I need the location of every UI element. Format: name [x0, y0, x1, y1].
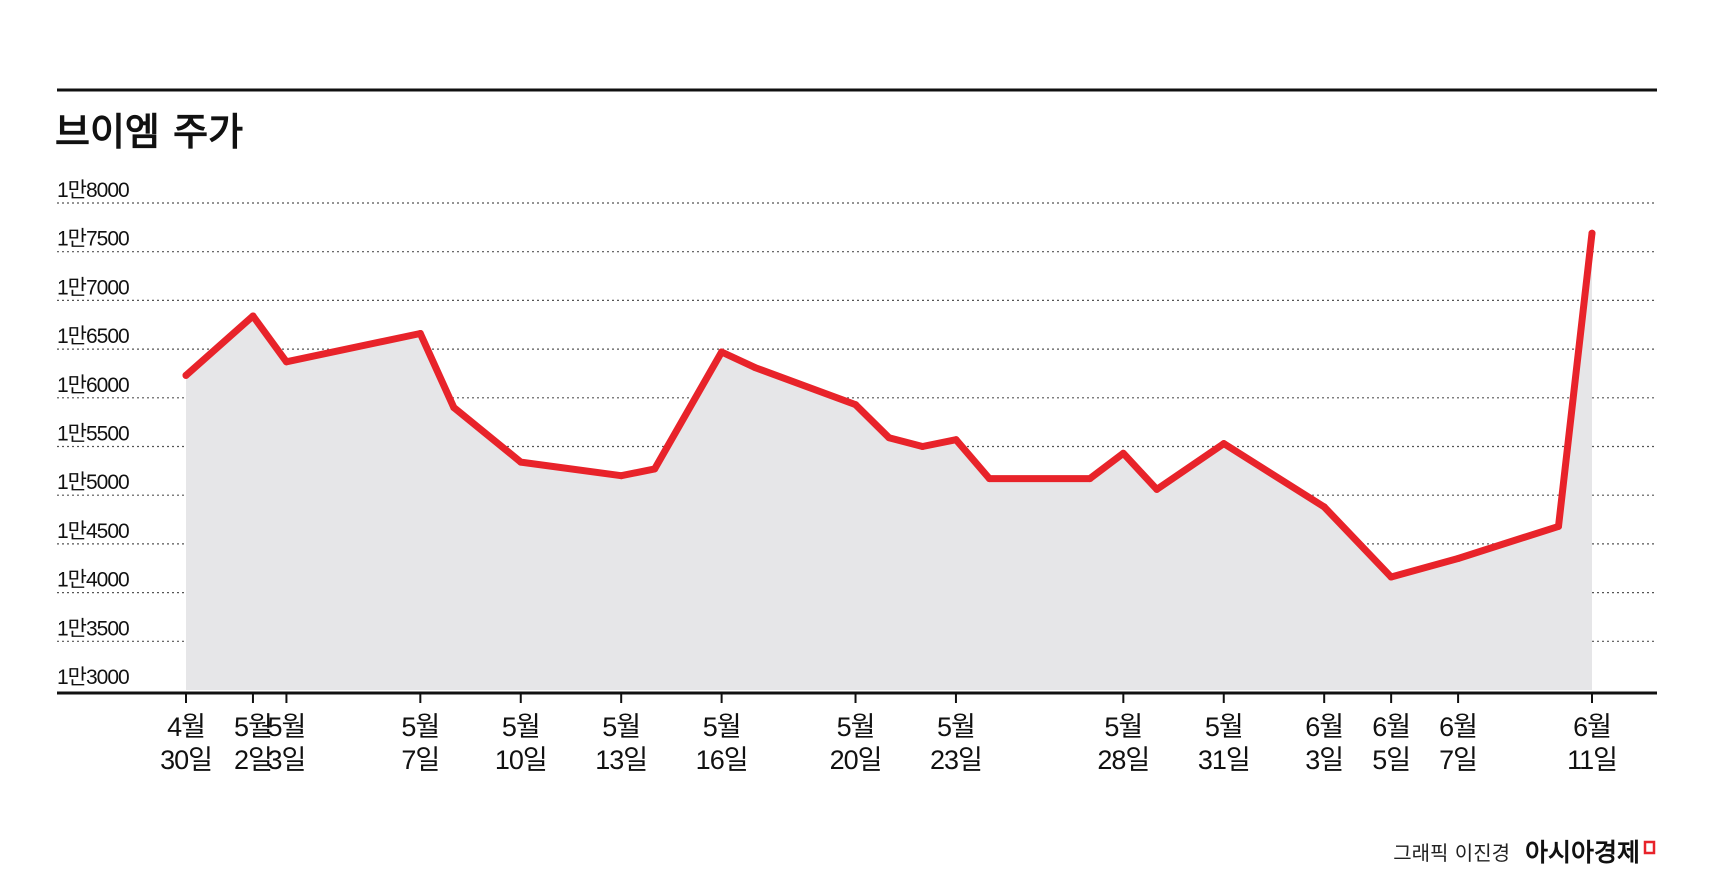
- data-point: [952, 436, 960, 444]
- area-layer: [186, 233, 1592, 690]
- x-tick-label-day: 30일: [160, 745, 212, 775]
- data-point: [517, 458, 525, 466]
- x-tick-label-month: 5월: [703, 712, 741, 742]
- x-axis-ticks: 4월30일5월2일5월3일5월7일5월10일5월13일5월16일5월20일5월2…: [160, 693, 1618, 775]
- x-tick-label-month: 4월: [167, 712, 205, 742]
- x-tick-label-month: 6월: [1305, 712, 1343, 742]
- x-tick-label-day: 20일: [830, 745, 882, 775]
- data-point: [985, 475, 993, 483]
- x-tick-label-day: 5일: [1372, 745, 1410, 775]
- data-point: [1320, 503, 1328, 511]
- y-tick-label: 1만5500: [57, 423, 129, 446]
- data-point: [282, 358, 290, 366]
- x-tick-label-month: 6월: [1439, 712, 1477, 742]
- y-tick-label: 1만3000: [57, 666, 129, 689]
- data-point: [1220, 440, 1228, 448]
- data-point: [182, 371, 190, 379]
- x-tick-label-day: 7일: [401, 745, 439, 775]
- data-point: [1086, 475, 1094, 483]
- y-tick-label: 1만4500: [57, 520, 129, 543]
- x-tick-label-day: 28일: [1097, 745, 1149, 775]
- data-point: [1588, 229, 1596, 237]
- data-point: [751, 364, 759, 372]
- x-tick-label-day: 16일: [696, 745, 748, 775]
- x-tick-label-day: 23일: [930, 745, 982, 775]
- brand-logo-text: 아시아경제: [1525, 838, 1640, 867]
- data-point: [1153, 485, 1161, 493]
- y-tick-label: 1만8000: [57, 179, 129, 202]
- data-point: [919, 443, 926, 450]
- x-tick-label-month: 5월: [937, 712, 975, 742]
- x-tick-label-day: 10일: [495, 745, 547, 775]
- chart-title: 브이엠 주가: [55, 110, 243, 154]
- credit-designer: 그래픽 이진경: [1393, 841, 1510, 865]
- y-tick-label: 1만7000: [57, 276, 129, 299]
- x-tick-label-month: 5월: [602, 712, 640, 742]
- x-tick-label-month: 6월: [1372, 712, 1410, 742]
- y-tick-label: 1만5000: [57, 471, 129, 494]
- x-tick-label-day: 2일: [234, 745, 272, 775]
- data-point: [416, 330, 424, 337]
- x-tick-label-month: 5월: [234, 712, 272, 742]
- data-point: [852, 401, 859, 409]
- line-layer: [182, 229, 1596, 581]
- y-axis-ticks: 1만8000 1만7500 1만7000 1만6500 1만6000 1만5500 1만50…: [57, 179, 130, 689]
- y-tick-label: 1만6000: [57, 374, 129, 397]
- x-tick-label-month: 5월: [837, 712, 875, 742]
- x-tick-label-month: 5월: [502, 712, 540, 742]
- data-point: [450, 404, 458, 411]
- x-tick-label-month: 5월: [401, 712, 439, 742]
- data-point: [1555, 522, 1562, 530]
- x-tick-label-day: 3일: [1305, 745, 1343, 775]
- data-point: [718, 348, 726, 356]
- data-point: [617, 472, 625, 480]
- x-tick-label-month: 5월: [1104, 712, 1142, 742]
- x-tick-label-day: 3일: [267, 745, 305, 775]
- y-tick-label: 1만3500: [57, 617, 129, 640]
- series-line: [182, 229, 1596, 581]
- y-tick-label: 1만7500: [57, 228, 129, 251]
- data-point: [1454, 555, 1462, 562]
- data-point: [651, 465, 659, 473]
- series-area: [186, 233, 1592, 690]
- data-point: [249, 312, 257, 320]
- data-point: [1119, 449, 1127, 457]
- x-tick-label-month: 5월: [267, 712, 305, 742]
- data-point: [885, 434, 893, 442]
- y-tick-label: 1만4000: [57, 569, 129, 592]
- y-tick-label: 1만6500: [57, 325, 129, 348]
- x-tick-label-month: 5월: [1205, 712, 1243, 742]
- x-tick-label-day: 13일: [595, 745, 647, 775]
- x-tick-label-day: 11일: [1567, 745, 1617, 775]
- brand-mark-icon: [1643, 840, 1656, 855]
- x-tick-label-day: 7일: [1439, 745, 1477, 775]
- x-tick-label-day: 31일: [1198, 745, 1250, 775]
- x-tick-label-month: 6월: [1573, 712, 1611, 742]
- data-point: [1387, 573, 1395, 581]
